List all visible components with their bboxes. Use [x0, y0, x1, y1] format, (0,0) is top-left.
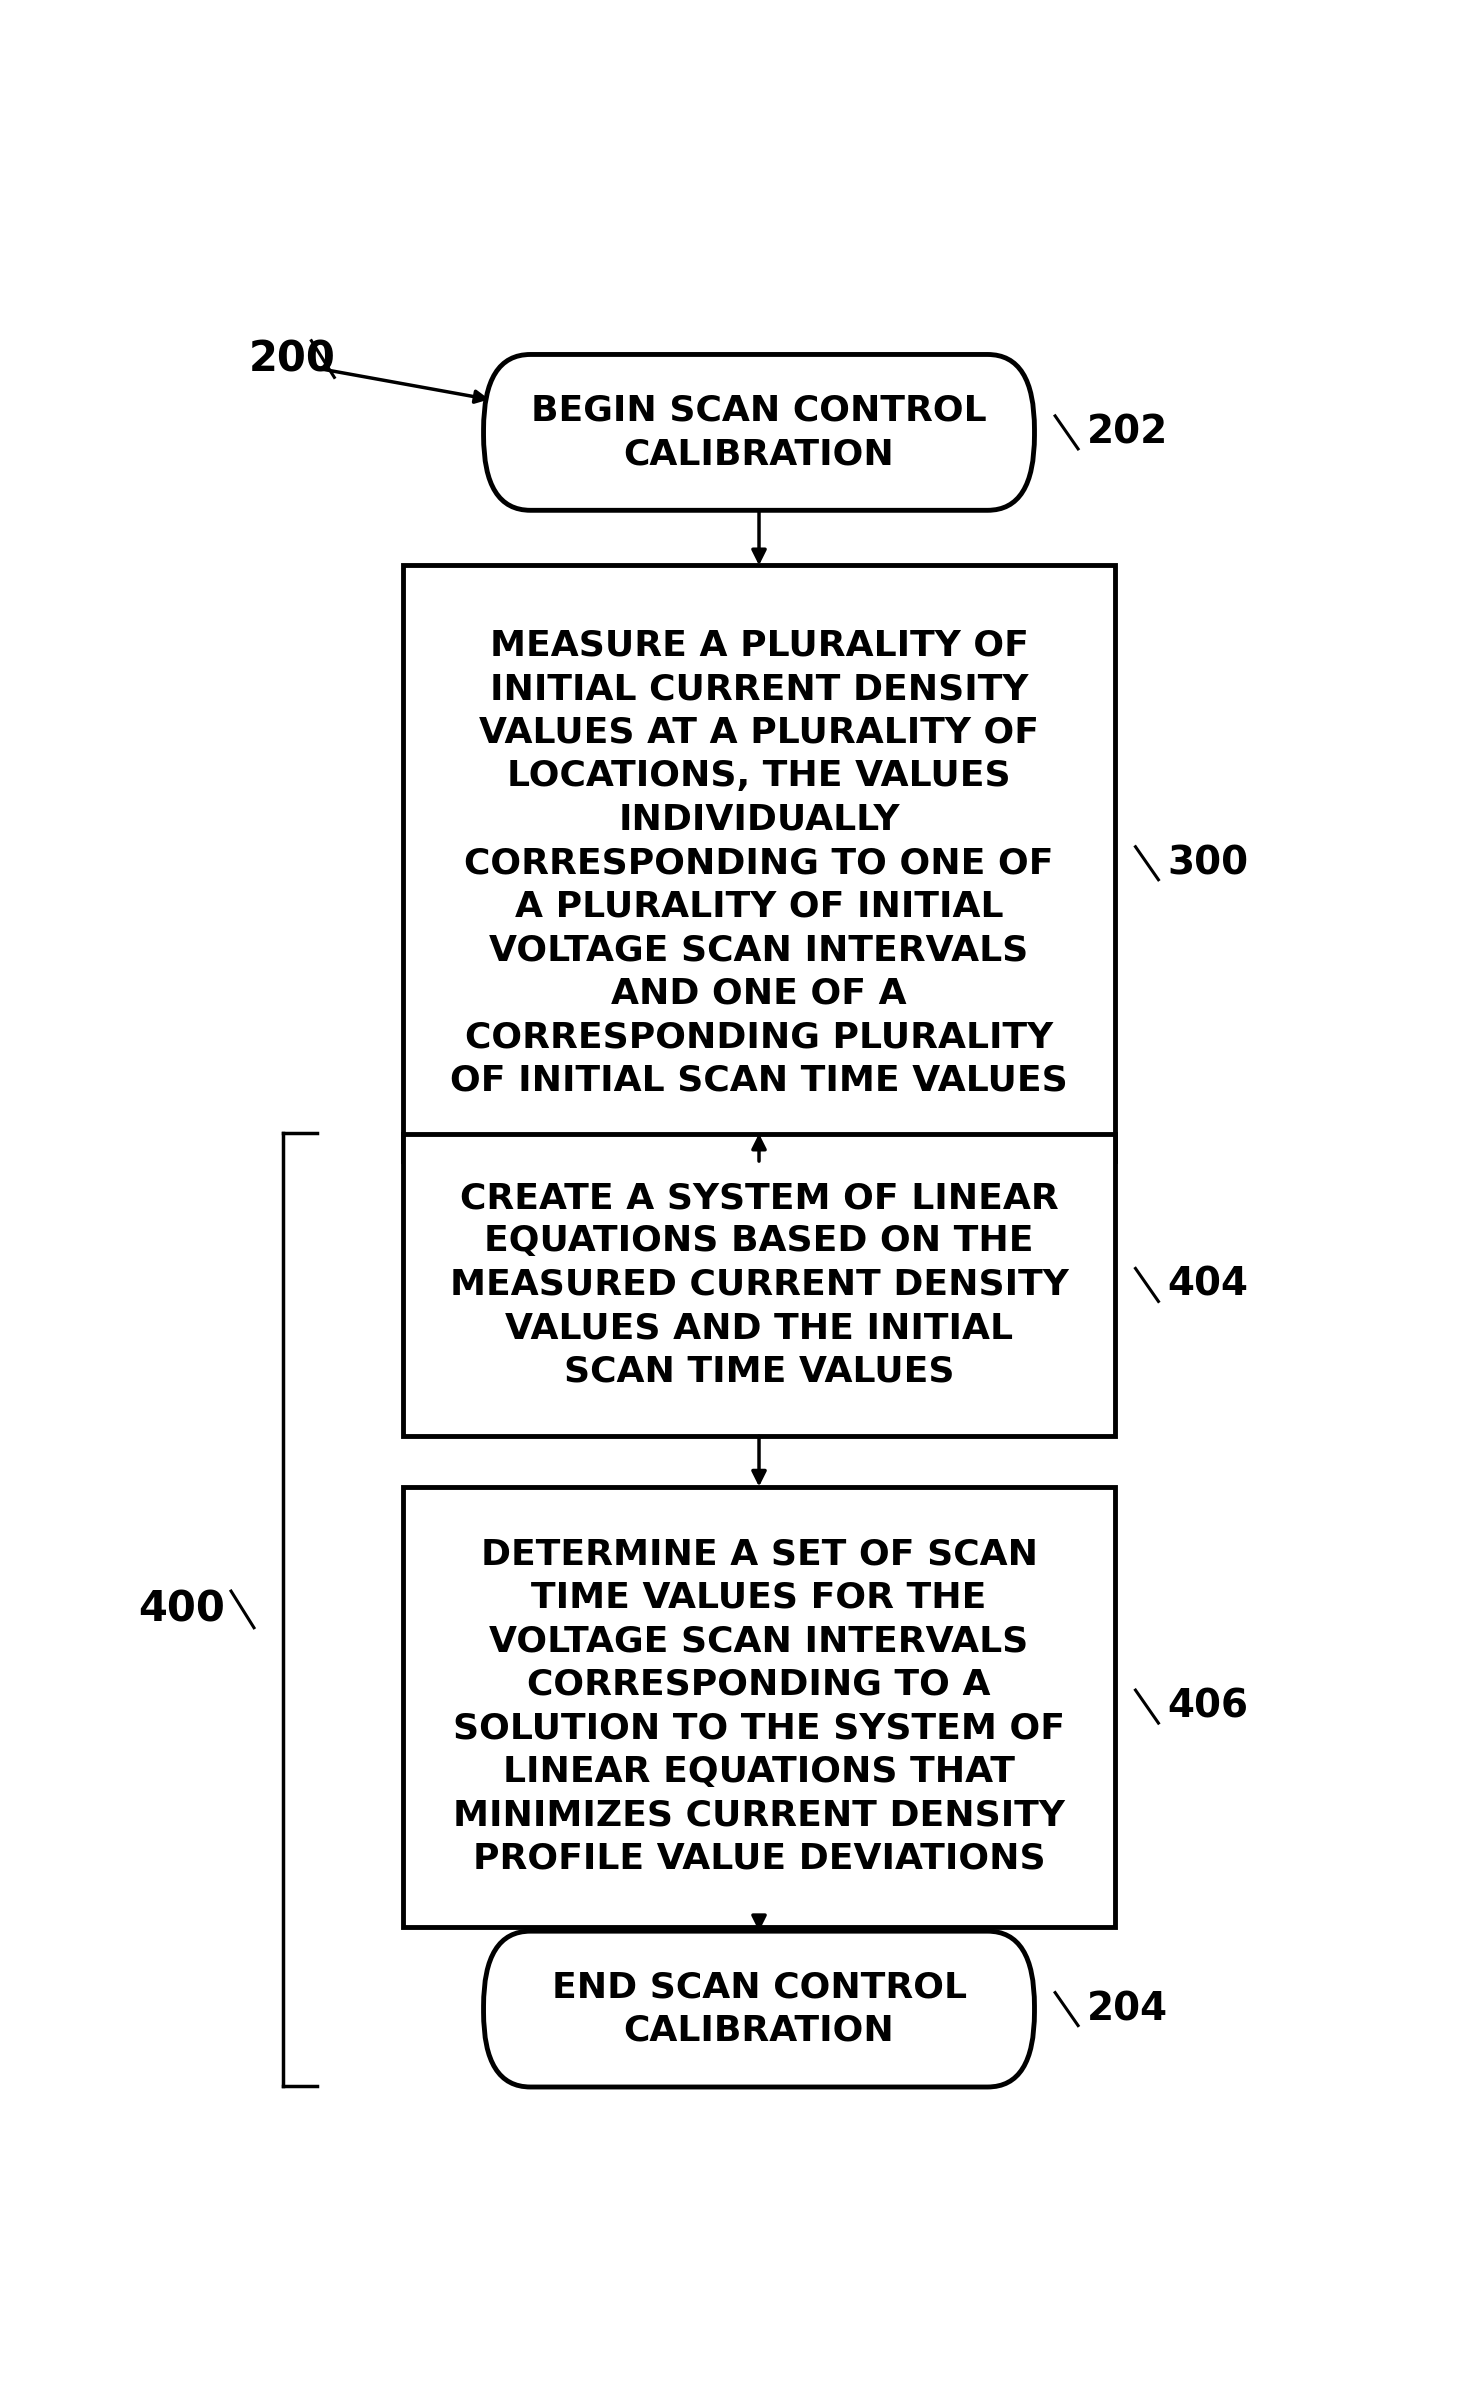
Text: MEASURE A PLURALITY OF
INITIAL CURRENT DENSITY
VALUES AT A PLURALITY OF
LOCATION: MEASURE A PLURALITY OF INITIAL CURRENT D… — [450, 629, 1068, 1098]
FancyBboxPatch shape — [484, 355, 1035, 510]
Text: DETERMINE A SET OF SCAN
TIME VALUES FOR THE
VOLTAGE SCAN INTERVALS
CORRESPONDING: DETERMINE A SET OF SCAN TIME VALUES FOR … — [453, 1538, 1065, 1876]
Text: 200: 200 — [249, 338, 335, 381]
Text: 400: 400 — [138, 1588, 225, 1631]
Text: CREATE A SYSTEM OF LINEAR
EQUATIONS BASED ON THE
MEASURED CURRENT DENSITY
VALUES: CREATE A SYSTEM OF LINEAR EQUATIONS BASE… — [450, 1181, 1068, 1388]
Text: END SCAN CONTROL
CALIBRATION: END SCAN CONTROL CALIBRATION — [551, 1971, 967, 2048]
Text: 404: 404 — [1167, 1267, 1248, 1305]
FancyBboxPatch shape — [484, 1931, 1035, 2088]
Text: BEGIN SCAN CONTROL
CALIBRATION: BEGIN SCAN CONTROL CALIBRATION — [532, 393, 986, 471]
Text: 204: 204 — [1087, 1991, 1169, 2029]
Bar — [403, 564, 1115, 1162]
Text: 406: 406 — [1167, 1688, 1248, 1726]
Bar — [403, 1133, 1115, 1436]
Bar — [403, 1486, 1115, 1926]
Text: 300: 300 — [1167, 845, 1248, 883]
Text: 202: 202 — [1087, 414, 1169, 452]
